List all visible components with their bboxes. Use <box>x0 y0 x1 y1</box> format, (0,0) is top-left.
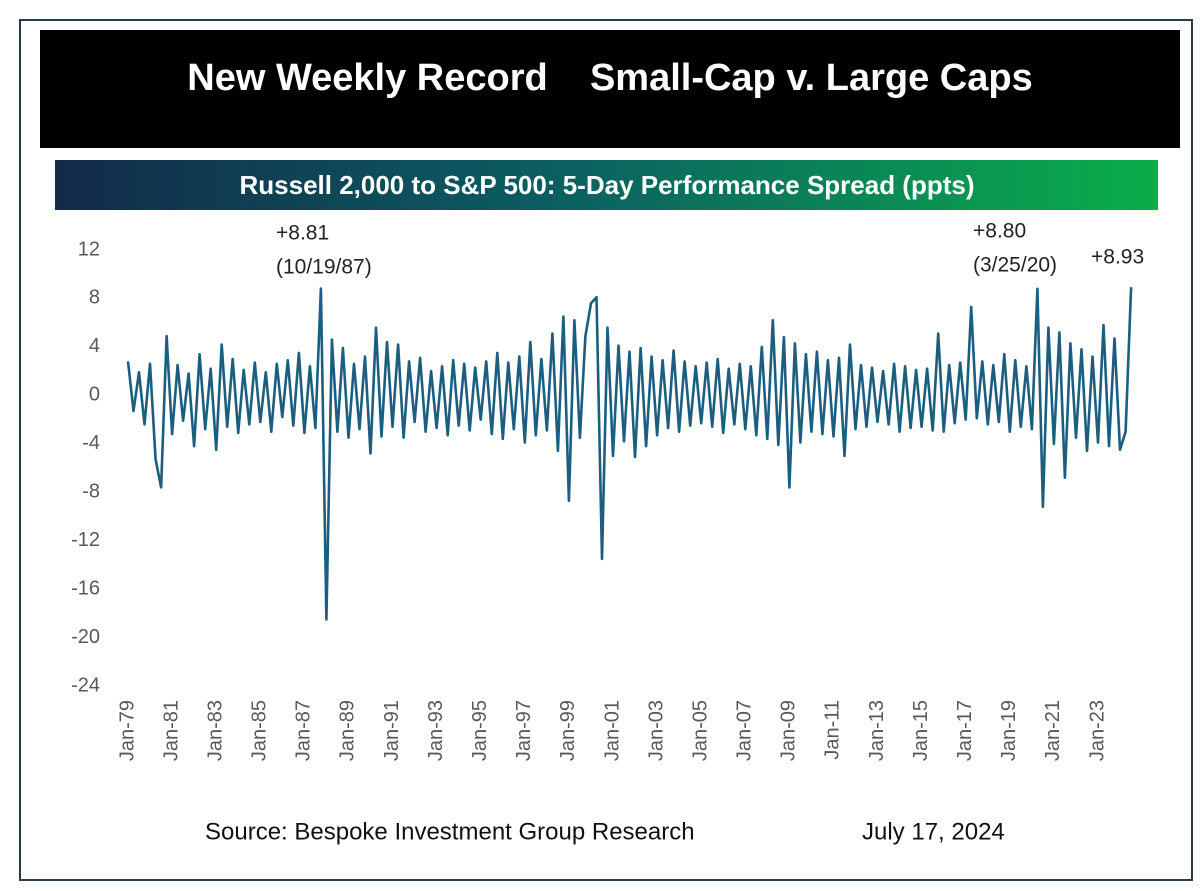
x-tick-label: Jan-79 <box>116 700 138 761</box>
x-tick-label: Jan-07 <box>734 700 756 761</box>
y-tick-label: -8 <box>82 481 100 503</box>
series-line <box>126 287 1133 621</box>
y-tick-label: -12 <box>71 529 100 551</box>
x-tick-label: Jan-17 <box>954 700 976 761</box>
x-tick-label: Jan-85 <box>249 700 271 761</box>
y-tick-label: 4 <box>89 335 100 357</box>
source: Source: Bespoke Investment Group Researc… <box>205 818 695 845</box>
x-tick-label: Jan-81 <box>160 700 182 761</box>
x-tick-label: Jan-15 <box>910 700 932 761</box>
x-tick-label: Jan-97 <box>513 700 535 761</box>
annotation: +8.80 <box>973 220 1026 243</box>
chart-title: New Weekly Record Small-Cap v. Large Cap… <box>187 57 1032 99</box>
x-tick-label: Jan-21 <box>1042 700 1064 761</box>
annotation: (3/25/20) <box>973 254 1057 277</box>
x-tick-label: Jan-09 <box>778 700 800 761</box>
x-tick-label: Jan-89 <box>337 700 359 761</box>
x-tick-label: Jan-01 <box>601 700 623 761</box>
annotation: +8.81 <box>276 222 329 245</box>
y-tick-label: -4 <box>82 432 100 454</box>
x-tick-label: Jan-13 <box>866 700 888 761</box>
annotation: (10/19/87) <box>276 256 372 279</box>
chart-subtitle: Russell 2,000 to S&P 500: 5-Day Performa… <box>239 170 974 200</box>
x-tick-label: Jan-03 <box>645 700 667 761</box>
x-tick-label: Jan-93 <box>425 700 447 761</box>
y-tick-label: -16 <box>71 577 100 599</box>
x-tick-label: Jan-87 <box>293 700 315 761</box>
title-box <box>40 30 1180 148</box>
x-tick-label: Jan-99 <box>557 700 579 761</box>
x-tick-label: Jan-83 <box>204 700 226 761</box>
annotation: +8.93 <box>1091 246 1144 269</box>
x-tick-label: Jan-23 <box>1086 700 1108 761</box>
y-tick-label: -20 <box>71 626 100 648</box>
x-tick-label: Jan-05 <box>689 700 711 761</box>
y-tick-label: 0 <box>89 384 100 406</box>
y-tick-label: 8 <box>89 287 100 309</box>
x-tick-label: Jan-11 <box>822 700 844 760</box>
y-tick-label: 12 <box>78 238 100 260</box>
x-tick-label: Jan-95 <box>469 700 491 761</box>
x-tick-label: Jan-91 <box>381 700 403 761</box>
x-tick-label: Jan-19 <box>998 700 1020 761</box>
y-tick-label: -24 <box>71 674 100 696</box>
date: July 17, 2024 <box>862 818 1005 845</box>
subtitle-bar <box>55 160 1158 210</box>
